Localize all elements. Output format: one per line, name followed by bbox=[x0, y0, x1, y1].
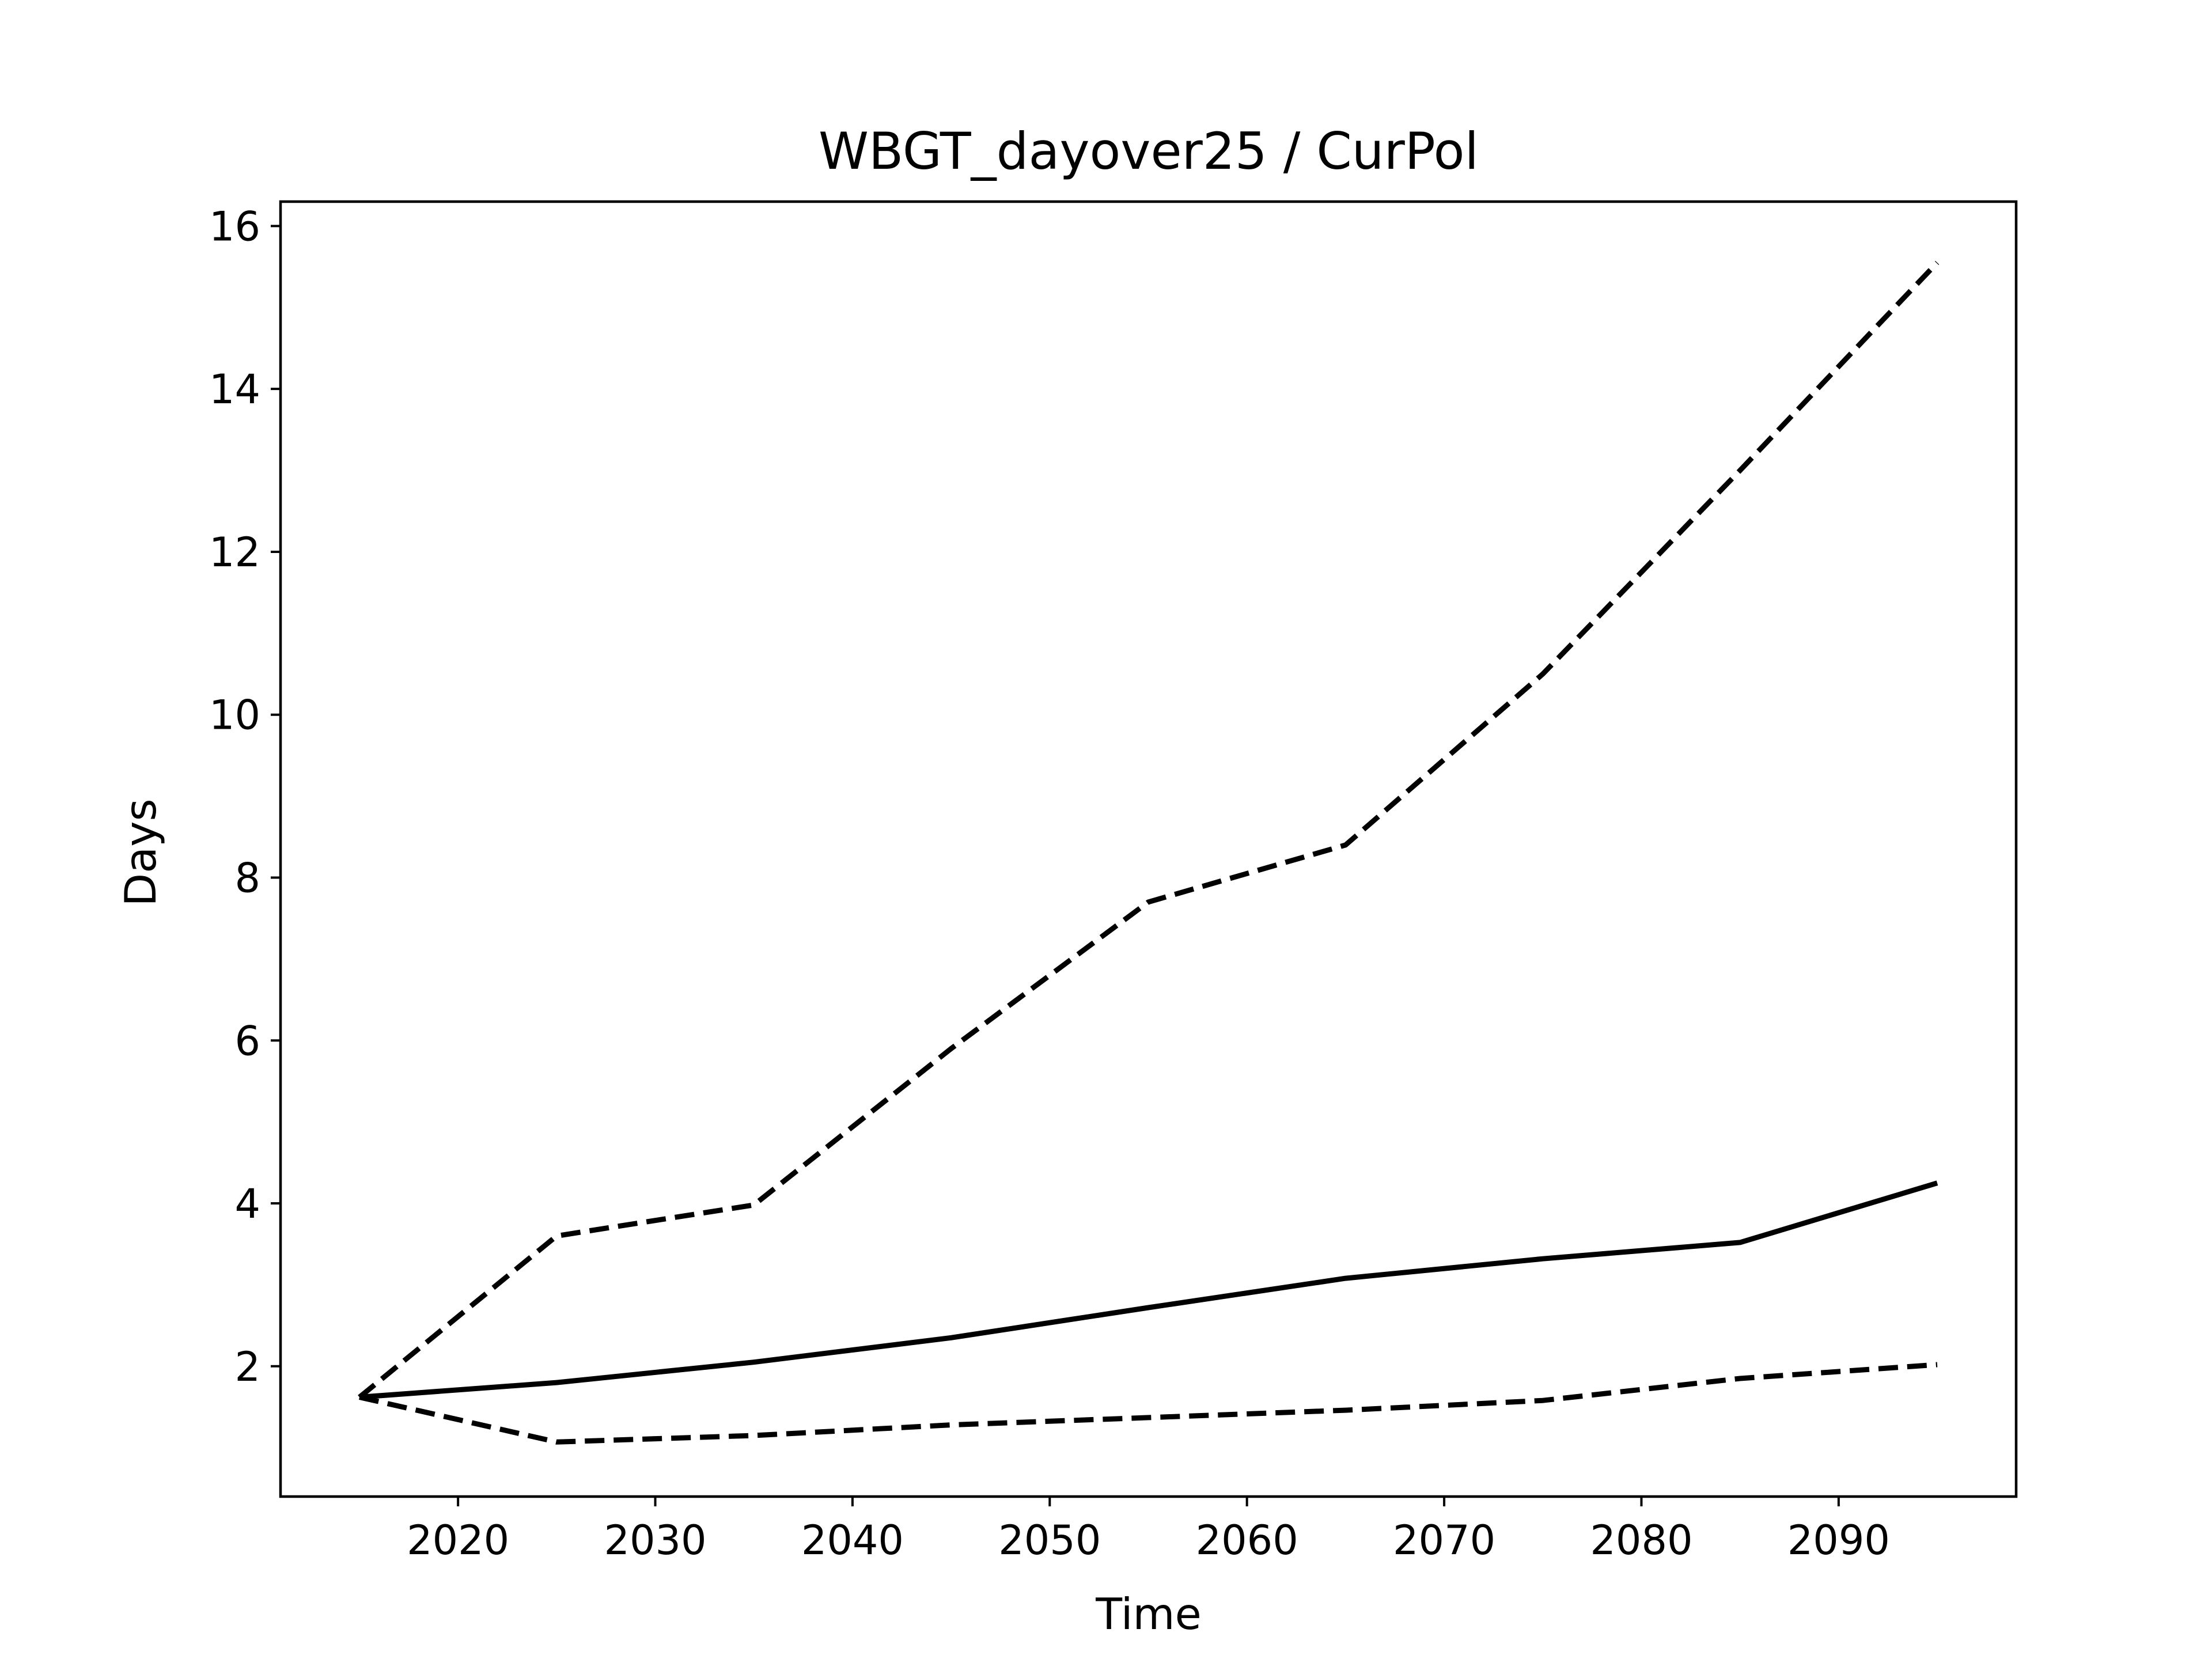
series-line-1-dashed bbox=[358, 260, 1940, 1399]
series-line-3-dashed bbox=[359, 1362, 1938, 1445]
x-tick-label: 2030 bbox=[604, 1517, 706, 1564]
y-tick-label: 6 bbox=[234, 1017, 260, 1065]
x-axis: 2020 2030 2040 2050 2060 2070 2080 2090 bbox=[407, 1497, 1890, 1564]
series-line-2-solid bbox=[359, 1180, 1938, 1400]
y-tick-label: 16 bbox=[209, 203, 260, 250]
series-layer bbox=[358, 260, 1940, 1445]
y-tick-label: 14 bbox=[209, 366, 260, 413]
y-axis-label: Days bbox=[115, 798, 166, 906]
x-tick-label: 2080 bbox=[1590, 1517, 1692, 1564]
x-tick-label: 2090 bbox=[1787, 1517, 1890, 1564]
y-tick-label: 4 bbox=[234, 1180, 260, 1228]
x-tick-label: 2040 bbox=[801, 1517, 904, 1564]
y-tick-label: 8 bbox=[234, 854, 260, 902]
x-axis-label: Time bbox=[1095, 1589, 1202, 1639]
y-tick-label: 10 bbox=[209, 692, 260, 739]
x-tick-label: 2060 bbox=[1196, 1517, 1298, 1564]
x-tick-label: 2050 bbox=[998, 1517, 1101, 1564]
x-tick-label: 2020 bbox=[407, 1517, 509, 1564]
y-axis: 2 4 6 8 10 12 14 16 bbox=[209, 203, 281, 1391]
chart-title: WBGT_dayover25 / CurPol bbox=[819, 122, 1479, 181]
y-tick-label: 2 bbox=[234, 1343, 260, 1391]
x-tick-label: 2070 bbox=[1393, 1517, 1495, 1564]
plot-frame bbox=[279, 200, 2018, 1498]
y-tick-label: 12 bbox=[209, 529, 260, 576]
